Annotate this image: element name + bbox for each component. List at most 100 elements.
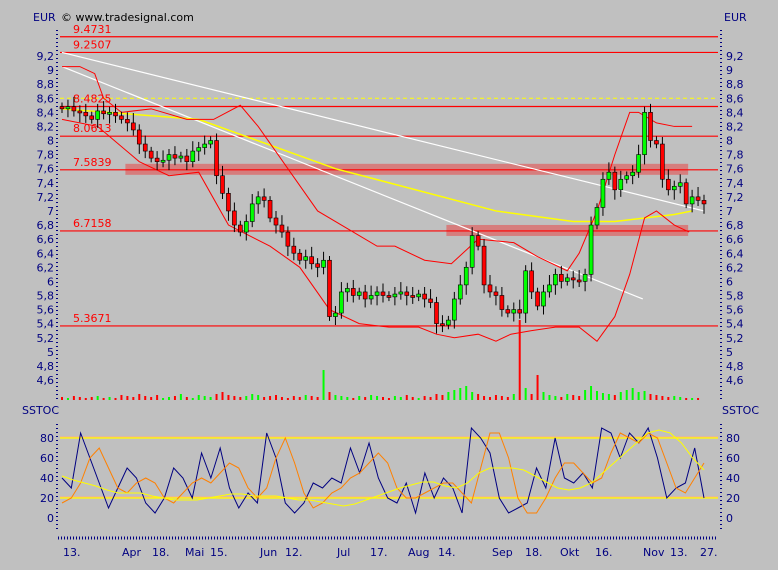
volume-bar bbox=[691, 398, 694, 400]
candle-body bbox=[452, 298, 457, 321]
y-tick-label-right: 5,4 bbox=[726, 318, 744, 331]
volume-bar bbox=[334, 395, 337, 400]
volume-bar bbox=[209, 397, 212, 400]
volume-bar bbox=[530, 394, 533, 400]
y-tick-label-right: 6,2 bbox=[726, 261, 744, 274]
y-tick-label-right: 9 bbox=[726, 64, 733, 77]
stoch-tick-right: 60 bbox=[726, 452, 740, 465]
x-tick-label: Aug bbox=[408, 546, 429, 559]
candle-body bbox=[136, 129, 142, 145]
stochastic-panel: 80 80 60 60 40 40 20 20 0 0 bbox=[40, 424, 740, 532]
volume-bar bbox=[275, 395, 277, 400]
volume-bar bbox=[179, 394, 182, 400]
volume-bar bbox=[72, 396, 75, 400]
level-label: 8.0613 bbox=[73, 122, 112, 135]
x-tick-label: 16. bbox=[595, 546, 613, 559]
volume-bar bbox=[494, 395, 497, 400]
volume-bar bbox=[393, 396, 396, 400]
candle-body bbox=[499, 295, 505, 310]
candle-body bbox=[321, 259, 326, 268]
candle-body bbox=[469, 235, 475, 268]
stoch-tick-right: 0 bbox=[726, 512, 733, 525]
x-tick-label: Okt bbox=[560, 546, 580, 559]
volume-bar bbox=[536, 375, 539, 400]
volume-bar bbox=[298, 397, 301, 400]
volume-bar bbox=[292, 396, 295, 400]
candle-body bbox=[475, 235, 481, 247]
volume-bar bbox=[346, 397, 349, 400]
y-tick-label-left: 8,6 bbox=[37, 92, 55, 105]
candle-body bbox=[404, 291, 410, 296]
volume-bar bbox=[607, 394, 610, 400]
volume-bar bbox=[221, 392, 224, 400]
volume-bar bbox=[590, 386, 593, 400]
y-tick-label-left: 9,2 bbox=[37, 50, 55, 63]
y-tick-label-right: 6,6 bbox=[726, 233, 744, 246]
candle-body bbox=[553, 274, 558, 286]
volume-bar bbox=[601, 393, 604, 400]
candle-body bbox=[392, 293, 398, 298]
volume-bar bbox=[518, 320, 521, 400]
y-tick-label-right: 6,8 bbox=[726, 219, 744, 232]
candle-body bbox=[695, 196, 701, 201]
candle-body bbox=[642, 112, 647, 155]
volume-bar bbox=[459, 388, 462, 400]
stoch-tick-right: 40 bbox=[726, 472, 740, 485]
volume-bar bbox=[560, 397, 563, 400]
volume-bar bbox=[215, 394, 218, 400]
volume-bar bbox=[233, 396, 236, 400]
moving-average-line bbox=[61, 108, 693, 223]
volume-bar bbox=[316, 397, 319, 400]
stoch-tick-right: 20 bbox=[726, 492, 740, 505]
volume-bar bbox=[429, 397, 432, 400]
candle-body bbox=[606, 171, 612, 180]
y-tick-label-left: 6,4 bbox=[37, 247, 55, 260]
volume-bar bbox=[423, 396, 426, 400]
volume-bar bbox=[66, 398, 69, 400]
candle-body bbox=[517, 309, 523, 314]
candle-body bbox=[374, 291, 380, 296]
volume-bar bbox=[572, 395, 575, 400]
volume-bar bbox=[304, 395, 307, 400]
volume-bar bbox=[191, 398, 194, 400]
volume-bar bbox=[673, 396, 676, 400]
candle-body bbox=[648, 112, 653, 141]
x-tick-label: Jul bbox=[336, 546, 350, 559]
candle-body bbox=[564, 277, 570, 282]
candle-body bbox=[624, 175, 630, 180]
candle-body bbox=[339, 291, 344, 314]
candle-body bbox=[107, 112, 112, 115]
volume-bar bbox=[477, 394, 480, 400]
volume-bar bbox=[108, 397, 111, 400]
candle-body bbox=[422, 293, 427, 300]
y-tick-label-right: 7,6 bbox=[726, 163, 744, 176]
candle-body bbox=[541, 291, 546, 307]
candle-body bbox=[463, 266, 469, 286]
candle-body bbox=[428, 298, 433, 303]
volume-bar bbox=[263, 397, 266, 400]
volume-bar bbox=[197, 395, 200, 400]
volume-bar bbox=[280, 397, 283, 400]
candle-body bbox=[683, 182, 689, 205]
volume-bar bbox=[168, 397, 170, 400]
candle-body bbox=[380, 291, 386, 296]
level-label: 9.2507 bbox=[73, 38, 112, 51]
volume-bar bbox=[506, 397, 509, 400]
volume-bar bbox=[132, 397, 135, 400]
candle-body bbox=[594, 207, 600, 226]
candle-body bbox=[309, 256, 314, 265]
currency-label-left: EUR bbox=[33, 11, 56, 24]
y-tick-label-left: 4,6 bbox=[37, 374, 55, 387]
volume-bar bbox=[542, 392, 545, 400]
candle-body bbox=[327, 259, 332, 317]
y-tick-label-left: 6,2 bbox=[37, 261, 55, 274]
volume-bar bbox=[96, 396, 99, 400]
volume-bar bbox=[685, 398, 688, 400]
candle-body bbox=[630, 171, 635, 177]
candle-body bbox=[523, 270, 528, 314]
volume-bar bbox=[310, 396, 313, 400]
y-tick-label-right: 7,8 bbox=[726, 149, 744, 162]
y-tick-label-left: 7,6 bbox=[37, 163, 55, 176]
x-tick-label: Nov bbox=[643, 546, 665, 559]
volume-bar bbox=[239, 397, 242, 400]
